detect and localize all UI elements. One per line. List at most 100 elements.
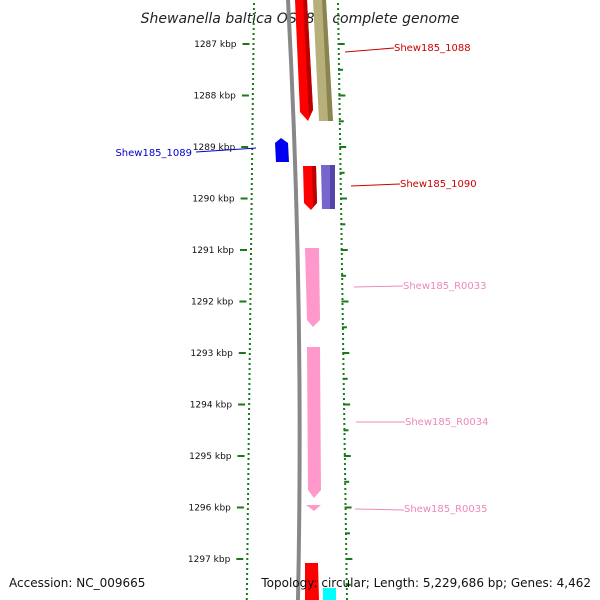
scale-dot [250,243,253,245]
tick-mark-minor [344,480,350,483]
genome-backbone [286,0,302,600]
scale-dot [337,38,340,40]
scale-dot [252,18,255,20]
scale-dot [248,373,251,375]
tick-mark-right [340,197,347,200]
scale-dot [247,423,250,425]
gene-shew185-1089[interactable] [275,138,289,162]
scale-dot [338,128,341,130]
scale-dot [252,23,255,25]
label-shew185-r0035[interactable]: Shew185_R0035 [404,504,488,515]
scale-dot [251,118,254,120]
scale-dot [251,128,254,130]
scale-dot [246,578,249,580]
tick-label: 1292 kbp [191,298,234,308]
scale-dot [249,303,252,305]
scale-dot [252,33,255,35]
scale-dot [247,498,249,500]
scale-dot [343,433,346,435]
scale-dot [341,288,344,290]
scale-dot [341,313,344,315]
scale-dot [251,158,254,160]
scale-dot [250,253,252,255]
scale-dot [342,368,345,370]
label-shew185-r0034[interactable]: Shew185_R0034 [405,417,489,428]
scale-dot [340,218,343,220]
gene-shew185-r0035[interactable] [306,505,321,511]
scale-dot [252,73,255,75]
scale-dot [246,533,249,535]
scale-dot [252,13,255,15]
scale-dot [248,413,250,415]
scale-dot [248,383,251,385]
scale-dot [337,58,340,60]
gene-labels: Shew185_1088 Shew185_1089 Shew185_1090 S… [115,43,488,515]
scale-dot [337,53,340,55]
scale-dot [246,563,249,565]
label-shew185-r0033[interactable]: Shew185_R0033 [403,281,487,292]
scale-dot [343,398,345,400]
scale-dot [341,273,344,275]
label-shew185-1090[interactable]: Shew185_1090 [400,179,477,190]
scale-dot [342,358,345,360]
scale-dot [339,173,342,175]
scale-dot [246,523,249,525]
tick-mark-right [344,506,352,509]
tick-mark-right [345,558,353,560]
scale-dot [345,543,348,545]
scale-dot [338,93,341,95]
gene-shew185-r0034[interactable] [307,347,321,498]
scale-dot [340,208,343,210]
scale-dot [340,228,343,230]
scale-dot [247,468,250,470]
scale-dot [246,543,249,545]
scale-dot [248,388,251,390]
scale-dot [247,488,250,490]
scale-dot [341,323,344,325]
scale-dot [344,488,347,490]
scale-dot [251,123,254,125]
scale-dot [338,78,341,80]
scale-dot [342,388,345,390]
scale-dot [249,318,252,320]
scale-dot [344,493,347,495]
scale-dot [250,223,253,225]
scale-dot [249,258,252,260]
scale-dot [248,358,251,360]
scale-dot [345,593,348,595]
scale-dot [341,298,344,300]
scale-dot [251,148,254,150]
tick-mark-left [241,146,249,148]
scale-ticks: 1287 kbp 1288 kbp 1289 kbp 1290 kbp 1291 kbp… [188,40,353,586]
tick-mark-right [343,403,351,406]
leader-lines [195,47,405,511]
scale-dot [252,63,255,65]
scale-dot [252,68,255,70]
scale-dot [248,363,251,365]
scale-dot [344,468,346,470]
scale-dot [338,103,341,105]
label-shew185-1088[interactable]: Shew185_1088 [394,43,471,54]
gene-bottom-cyan[interactable] [323,588,336,600]
scale-dot [338,108,341,110]
scale-dot [251,153,254,155]
scale-dot [251,138,254,140]
scale-dot [344,528,347,530]
scale-dot [252,48,255,50]
scale-dot [249,268,252,270]
scale-dot [337,3,339,5]
scale-dot [344,498,347,500]
scale-dot [249,283,252,285]
scale-dot [246,518,249,520]
scale-dot [246,573,249,575]
scale-dot [339,158,342,160]
scale-dot [245,598,248,600]
scale-dot [250,193,253,195]
gene-bottom-red[interactable] [305,563,319,600]
scale-dot [338,73,341,75]
label-shew185-1089[interactable]: Shew185_1089 [115,148,192,159]
scale-dot [248,418,250,420]
scale-dot [341,303,344,305]
gene-shew185-r0033[interactable] [305,248,320,327]
scale-dot [345,563,348,565]
